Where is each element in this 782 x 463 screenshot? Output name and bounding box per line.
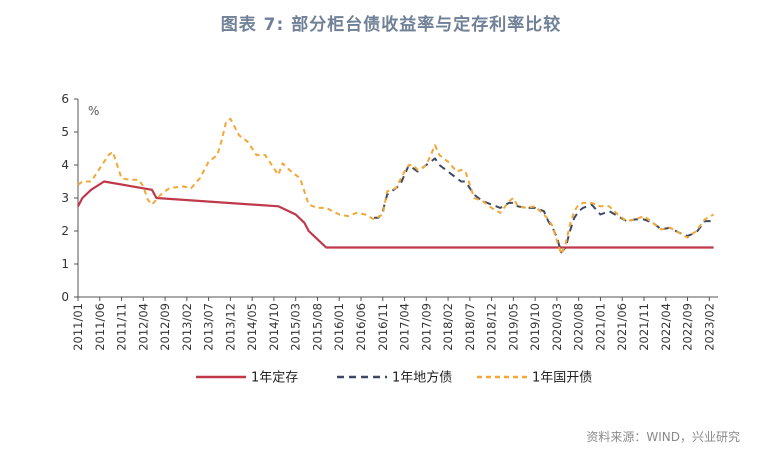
y-tick-label: 1 <box>61 257 69 271</box>
x-tick-label: 2012/09 <box>158 303 172 351</box>
x-tick-label: 2014/10 <box>267 303 281 351</box>
source-note: 资料来源：WIND，兴业研究 <box>586 430 740 444</box>
y-tick-label: 6 <box>61 92 69 106</box>
x-tick-label: 2017/04 <box>398 303 412 351</box>
x-tick-label: 2018/12 <box>485 303 499 351</box>
x-tick-label: 2020/03 <box>550 303 564 351</box>
chart-title: 图表 7: 部分柜台债收益率与定存利率比较 <box>220 15 562 35</box>
x-tick-label: 2016/06 <box>354 303 368 351</box>
x-tick-label: 2018/02 <box>441 303 455 351</box>
legend-label-1: 1年定存 <box>251 371 298 386</box>
y-tick-label: 3 <box>61 191 69 205</box>
x-tick-label: 2018/07 <box>463 303 477 351</box>
x-tick-label: 2016/11 <box>376 303 390 351</box>
unit-label: % <box>88 104 99 118</box>
series-line-1 <box>77 180 714 249</box>
y-tick-label: 0 <box>61 290 69 304</box>
y-tick-label: 4 <box>61 158 69 172</box>
x-tick-label: 2021/01 <box>593 303 607 351</box>
x-tick-label: 2011/06 <box>93 303 107 351</box>
series-line-3 <box>77 117 715 256</box>
x-tick-label: 2023/02 <box>702 303 716 351</box>
x-tick-label: 2016/01 <box>332 303 346 351</box>
x-tick-label: 2014/05 <box>245 303 259 351</box>
x-tick-label: 2013/02 <box>180 303 194 351</box>
x-tick-label: 2022/04 <box>659 303 673 351</box>
x-tick-label: 2013/07 <box>202 303 216 351</box>
x-tick-label: 2019/05 <box>506 303 520 351</box>
x-tick-label: 2012/04 <box>136 303 150 351</box>
x-tick-label: 2019/10 <box>528 303 542 351</box>
x-tick-label: 2017/09 <box>419 303 433 351</box>
x-tick-label: 2015/03 <box>289 303 303 351</box>
x-tick-label: 2011/11 <box>115 303 129 351</box>
x-tick-label: 2020/08 <box>572 303 586 351</box>
x-tick-label: 2021/11 <box>637 303 651 351</box>
x-tick-label: 2022/09 <box>681 303 695 351</box>
series-line-2 <box>374 157 714 254</box>
x-tick-label: 2013/12 <box>223 303 237 351</box>
x-tick-label: 2021/06 <box>615 303 629 351</box>
x-tick-label: 2011/01 <box>71 303 85 351</box>
legend-label-2: 1年地方债 <box>392 370 452 386</box>
legend-label-3: 1年国开债 <box>532 371 592 386</box>
x-tick-label: 2015/08 <box>310 303 324 351</box>
y-tick-label: 2 <box>61 224 69 238</box>
y-tick-label: 5 <box>61 125 69 139</box>
